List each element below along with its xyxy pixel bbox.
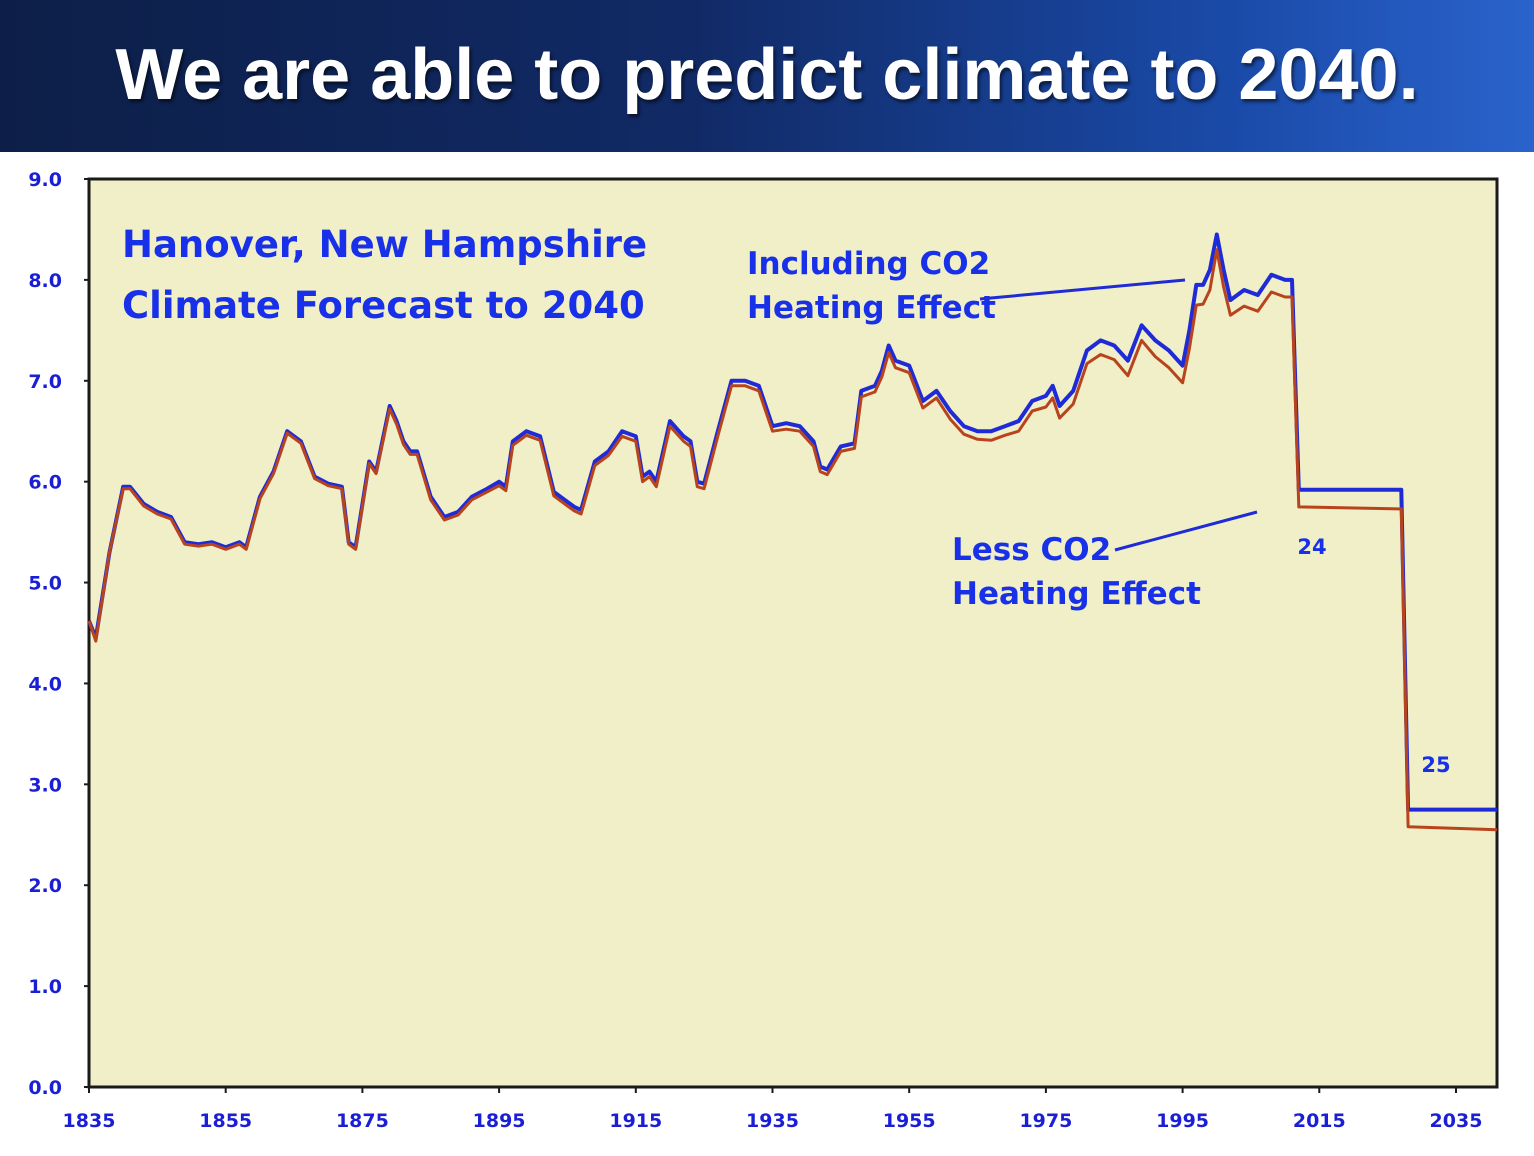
x-tick-label: 2015 [1293, 1110, 1346, 1132]
data-label-24: 24 [1297, 535, 1326, 559]
y-tick-label: 1.0 [28, 976, 62, 998]
y-tick-label: 7.0 [28, 371, 62, 393]
y-axis: 0.0 1.0 2.0 3.0 4.0 5.0 6.0 7.0 8.0 9.0 [28, 169, 89, 1099]
x-tick-label: 1935 [746, 1110, 799, 1132]
y-tick-label: 2.0 [28, 875, 62, 897]
annotation-less-co2-line2: Heating Effect [952, 576, 1201, 612]
y-tick-label: 9.0 [28, 169, 62, 191]
y-tick-label: 6.0 [28, 472, 62, 494]
series-layer [87, 232, 1498, 832]
x-axis: 1835 1855 1875 1895 1915 1935 1955 1975 1995 2015… [63, 1087, 1483, 1132]
slide-title: We are able to predict climate to 2040. [115, 35, 1419, 115]
annotation-less-co2-pointer [1114, 510, 1258, 552]
x-tick-label: 1855 [199, 1110, 252, 1132]
chart-title: Hanover, New Hampshire [122, 223, 647, 266]
y-tick-label: 4.0 [28, 673, 62, 695]
y-tick-label: 5.0 [28, 573, 62, 595]
y-tick-label: 3.0 [28, 774, 62, 796]
plot-area [87, 177, 1499, 1089]
x-tick-label: 1975 [1019, 1110, 1072, 1132]
annotation-less-co2-line1: Less CO2 [952, 532, 1111, 568]
annotation-with-co2-line2: Heating Effect [747, 290, 996, 326]
x-tick-label: 2035 [1430, 1110, 1483, 1132]
y-tick-label: 8.0 [28, 270, 62, 292]
x-tick-label: 1895 [473, 1110, 526, 1132]
data-label-25: 25 [1421, 753, 1450, 777]
annotation-with-co2-line1: Including CO2 [747, 246, 990, 282]
x-tick-label: 1835 [63, 1110, 116, 1132]
line-chart: 0.01.02.03.04.05.06.07.08.09.0 1835 1855 1… [28, 169, 1499, 1132]
chart-subtitle: Climate Forecast to 2040 [122, 284, 645, 327]
annotation-with-co2-pointer [979, 278, 1186, 301]
y-tick-label: 0.0 [28, 1077, 62, 1099]
x-tick-label: 1955 [883, 1110, 936, 1132]
x-tick-label: 1915 [609, 1110, 662, 1132]
x-tick-label: 1875 [336, 1110, 389, 1132]
series-line-less-co2 [87, 248, 1498, 832]
title-bar: We are able to predict climate to 2040. [0, 0, 1534, 152]
x-tick-label: 1995 [1156, 1110, 1209, 1132]
